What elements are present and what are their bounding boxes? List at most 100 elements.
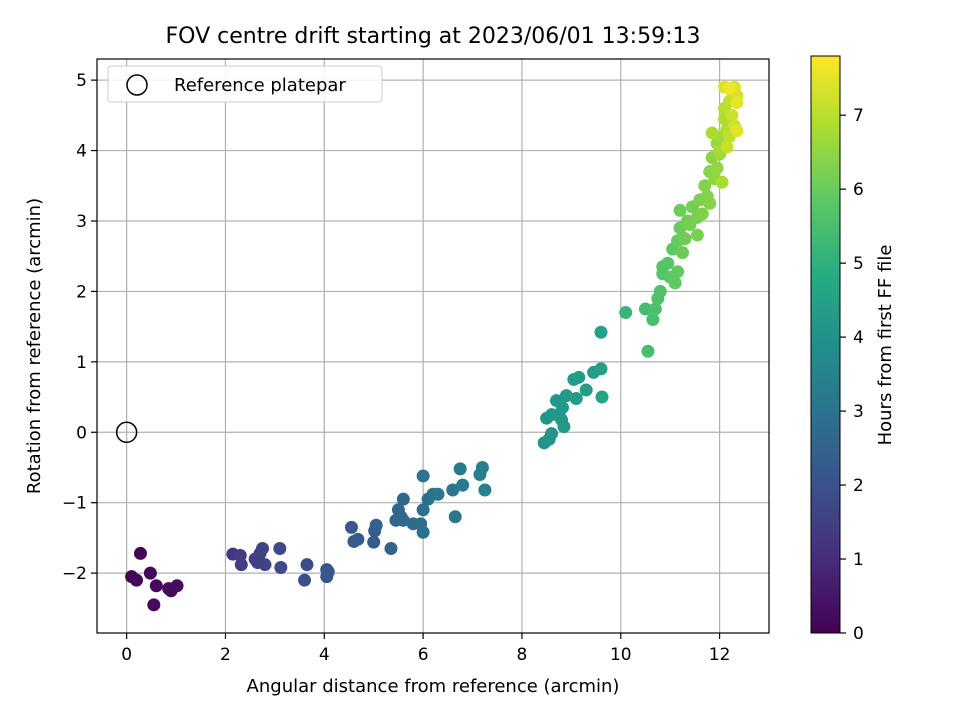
data-point [475, 460, 489, 474]
data-point [431, 487, 445, 501]
legend: Reference platepar [107, 65, 383, 103]
colorbar-tick-label: 7 [853, 106, 864, 126]
data-point [453, 462, 467, 476]
data-point [569, 391, 583, 405]
y-tick-label: 0 [76, 423, 87, 443]
colorbar-tick-label: 0 [853, 624, 864, 644]
data-point [730, 124, 744, 138]
data-point [147, 598, 161, 612]
x-axis-ticks: 0 2 4 6 8 10 12 [121, 633, 730, 665]
data-point [369, 518, 383, 532]
data-point [274, 561, 288, 575]
reference-marker-group [115, 421, 138, 444]
colorbar-frame [810, 55, 841, 634]
data-point [130, 573, 144, 587]
data-point [557, 420, 571, 434]
x-tick-label: 12 [709, 645, 731, 665]
data-point [715, 175, 729, 189]
data-point [722, 82, 736, 96]
data-point [559, 389, 573, 403]
data-point [351, 532, 365, 546]
y-tick-label: 5 [76, 71, 87, 91]
data-point [690, 228, 704, 242]
y-tick-label: −2 [62, 564, 87, 584]
x-tick-label: 8 [517, 645, 528, 665]
colorbar-tick-label: 5 [853, 254, 864, 274]
data-point [367, 535, 381, 549]
x-tick-label: 10 [610, 645, 632, 665]
data-point [648, 302, 662, 316]
data-point [273, 541, 287, 555]
plot-frame [96, 58, 770, 634]
data-point [703, 196, 717, 210]
data-point [384, 541, 398, 555]
data-point [676, 246, 690, 260]
x-tick-label: 2 [220, 645, 231, 665]
y-tick-label: 3 [76, 212, 87, 232]
x-axis-label: Angular distance from reference (arcmin) [247, 676, 620, 697]
data-point [456, 478, 470, 492]
y-tick-label: −1 [62, 494, 87, 514]
data-point [678, 232, 692, 246]
chart-title: FOV centre drift starting at 2023/06/01 … [166, 24, 701, 49]
y-axis-label: Rotation from reference (arcmin) [24, 198, 45, 494]
data-point [545, 427, 559, 441]
legend-marker [126, 74, 148, 96]
x-tick-label: 4 [319, 645, 330, 665]
y-tick-label: 1 [76, 353, 87, 373]
data-points [125, 80, 744, 612]
y-tick-label: 2 [76, 282, 87, 302]
data-point [446, 483, 460, 497]
legend-entry-reference: Reference platepar [174, 75, 346, 96]
data-point [710, 161, 724, 175]
y-tick-label: 4 [76, 142, 87, 162]
data-point [646, 313, 660, 327]
y-axis-ticks: −2 −1 0 1 2 3 4 5 [62, 71, 97, 584]
data-point [162, 582, 176, 596]
data-point [298, 573, 312, 587]
data-point [321, 565, 335, 579]
colorbar-gradient [811, 56, 840, 633]
data-point [416, 503, 430, 517]
reference-marker [115, 421, 138, 444]
x-tick-label: 0 [121, 645, 132, 665]
data-point [396, 513, 410, 527]
data-point [725, 108, 739, 122]
data-point [391, 503, 405, 517]
colorbar-tick-label: 6 [853, 180, 864, 200]
data-point [300, 558, 314, 572]
data-point [638, 302, 652, 316]
data-point [668, 276, 682, 290]
data-point [344, 520, 358, 534]
data-point [594, 362, 608, 376]
data-point [730, 96, 744, 110]
data-point [653, 284, 667, 298]
data-point [619, 306, 633, 320]
data-point [572, 370, 586, 384]
data-point [695, 207, 709, 221]
data-point [720, 140, 734, 154]
data-point [594, 325, 608, 339]
grid [97, 59, 769, 633]
data-point [251, 556, 265, 570]
data-point [478, 483, 492, 497]
data-point [234, 558, 248, 572]
data-point [673, 203, 687, 217]
colorbar-label: Hours from first FF file [875, 245, 896, 446]
data-point [579, 383, 593, 397]
colorbar-ticks: 0 1 2 3 4 5 6 7 [840, 106, 864, 644]
data-point [705, 126, 719, 140]
data-point [143, 566, 157, 580]
data-point [671, 265, 685, 279]
data-point [133, 546, 147, 560]
data-point [149, 579, 163, 593]
data-point [396, 492, 410, 506]
data-point [555, 401, 569, 415]
data-point [416, 469, 430, 483]
x-tick-label: 6 [418, 645, 429, 665]
data-point [416, 525, 430, 539]
data-point [448, 510, 462, 524]
data-point [661, 256, 675, 270]
colorbar-tick-label: 2 [853, 476, 864, 496]
